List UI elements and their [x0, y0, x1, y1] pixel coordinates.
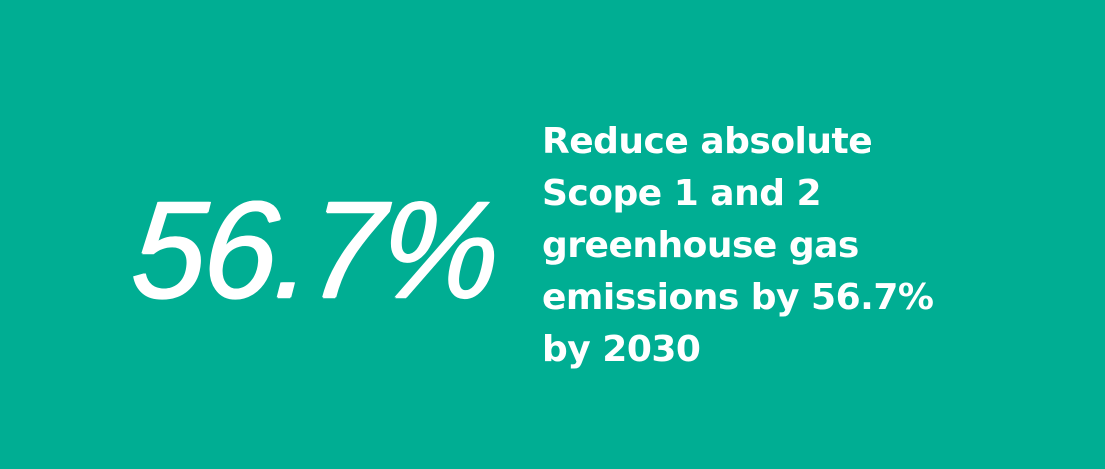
stat-description: Reduce absolute Scope 1 and 2 greenhouse… [542, 121, 934, 370]
stat-percentage: 56.7% [127, 172, 503, 327]
stat-figure: 56.7% [127, 172, 502, 326]
